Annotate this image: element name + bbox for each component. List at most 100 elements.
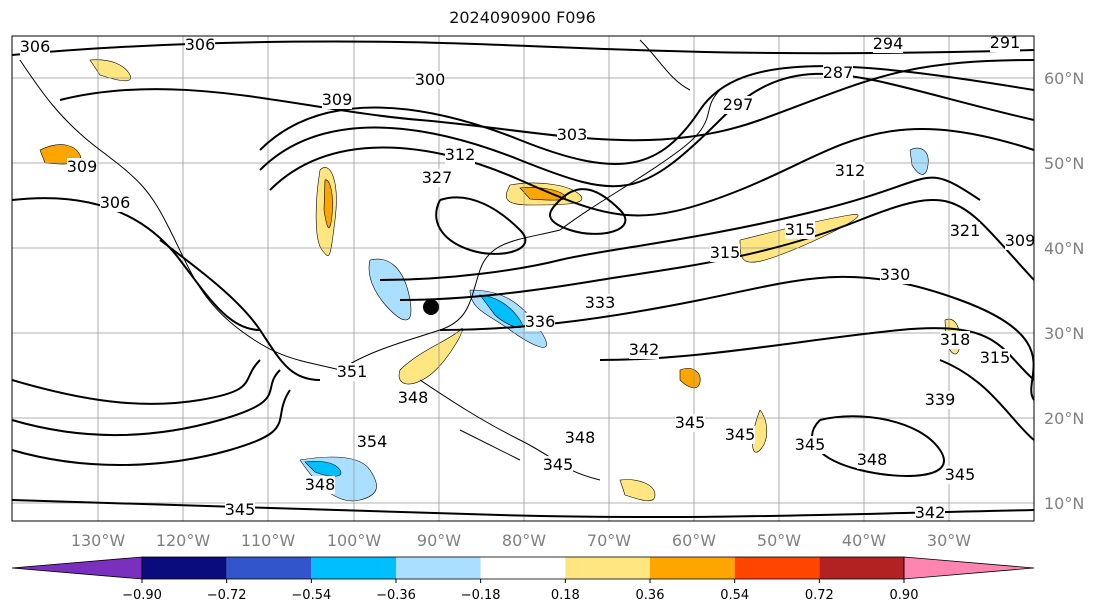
contour-label-bg xyxy=(857,451,887,469)
contour-line xyxy=(11,389,291,466)
contour-line xyxy=(379,176,981,281)
contour-label-bg xyxy=(185,36,215,54)
contour-label: 309 xyxy=(1005,231,1036,250)
contour-label: 315 xyxy=(710,243,741,262)
contour-label-bg xyxy=(880,266,910,284)
contour-label: 306 xyxy=(185,35,216,54)
contour-label: 345 xyxy=(945,465,976,484)
colorbar-label: −0.90 xyxy=(122,588,162,603)
anomaly-patch xyxy=(679,368,701,389)
contour-label: 315 xyxy=(785,220,816,239)
contour-line xyxy=(435,196,527,255)
contour-label: 348 xyxy=(565,428,596,447)
contour-line xyxy=(11,40,1035,56)
longitude-tick-label: 60°W xyxy=(672,531,716,550)
contour-line xyxy=(939,359,1035,441)
longitude-tick-label: 120°W xyxy=(156,531,211,550)
colorbar-label: −0.72 xyxy=(207,588,247,603)
contour-line xyxy=(269,128,1035,217)
coastline xyxy=(559,89,721,231)
anomaly-patch xyxy=(619,479,656,502)
coastline xyxy=(459,429,521,461)
contour-label: 297 xyxy=(723,95,754,114)
contour-label-bg xyxy=(415,71,445,89)
latitude-tick-label: 40°N xyxy=(1044,239,1084,258)
colorbar-label: −0.36 xyxy=(376,588,416,603)
contour-label-bg xyxy=(305,476,335,494)
longitude-tick-label: 30°W xyxy=(927,531,971,550)
colorbar-segment xyxy=(734,557,820,579)
longitude-tick-label: 130°W xyxy=(71,531,126,550)
map-frame xyxy=(11,35,1035,522)
contour-label-bg xyxy=(945,466,975,484)
location-marker-dot xyxy=(423,299,439,315)
contour-label: 351 xyxy=(337,362,368,381)
contour-label: 345 xyxy=(795,435,826,454)
colorbar-segment xyxy=(480,557,566,579)
contour-line xyxy=(11,499,1035,519)
contour-line xyxy=(11,369,281,436)
contour-label-bg xyxy=(543,456,573,474)
contour-label-bg xyxy=(980,349,1010,367)
contour-label-bg xyxy=(585,294,615,312)
contour-label-bg xyxy=(990,34,1020,52)
contour-line xyxy=(439,275,1035,401)
contour-label-bg xyxy=(422,169,452,187)
contour-label: 321 xyxy=(950,221,981,240)
contour-line xyxy=(159,239,321,381)
contour-label-bg xyxy=(785,221,815,239)
contour-label-bg xyxy=(873,35,903,53)
anomaly-patch xyxy=(479,294,523,328)
colorbar-label: 0.90 xyxy=(890,588,919,603)
contour-label: 312 xyxy=(835,161,866,180)
contour-label-bg xyxy=(940,331,970,349)
contour-label-bg xyxy=(835,162,865,180)
contour-label-bg xyxy=(925,391,955,409)
contour-label-bg xyxy=(725,426,755,444)
contour-label-bg xyxy=(723,96,753,114)
latitude-tick-label: 50°N xyxy=(1044,154,1084,173)
contour-label-bg xyxy=(950,222,980,240)
anomaly-patch xyxy=(323,179,333,228)
contour-label: 345 xyxy=(543,455,574,474)
latitude-tick-label: 20°N xyxy=(1044,409,1084,428)
colorbar-max-extend xyxy=(903,556,1035,580)
contour-label: 330 xyxy=(880,265,911,284)
contour-line xyxy=(11,197,261,331)
contour-label: 300 xyxy=(415,70,446,89)
contour-line xyxy=(259,72,1035,188)
contour-label: 327 xyxy=(422,168,453,187)
colorbar-min-extend xyxy=(11,556,143,580)
contour-line xyxy=(549,188,627,235)
contour-label: 333 xyxy=(585,293,616,312)
colorbar-segment xyxy=(819,557,904,579)
contour-label: 336 xyxy=(525,312,556,331)
contour-label-bg xyxy=(915,504,945,522)
contour-label-bg xyxy=(557,126,587,144)
contour-label-bg xyxy=(398,389,428,407)
anomaly-patch xyxy=(909,147,929,175)
contour-label: 309 xyxy=(322,90,353,109)
contour-label: 345 xyxy=(725,425,756,444)
colorbar-segment xyxy=(396,557,481,579)
contour-label-bg xyxy=(823,64,853,82)
contour-label: 312 xyxy=(445,145,476,164)
longitude-tick-label: 110°W xyxy=(241,531,296,550)
coastline xyxy=(639,39,691,91)
contour-label-bg xyxy=(67,158,97,176)
contour-label-bg xyxy=(445,146,475,164)
contour-label-bg xyxy=(795,436,825,454)
contour-label-bg xyxy=(100,194,130,212)
contour-label: 303 xyxy=(557,125,588,144)
longitude-tick-label: 50°W xyxy=(757,531,801,550)
longitude-tick-labels: 130°W 120°W 110°W 100°W 90°W 80°W 70°W 60°W 50°W… xyxy=(71,531,971,550)
contour-label: 345 xyxy=(675,413,706,432)
contour-label-bg xyxy=(225,501,255,519)
latitude-tick-labels: 60°N 50°N 40°N 30°N 20°N 10°N xyxy=(1044,69,1084,513)
colorbar-segment xyxy=(650,557,735,579)
contour-label-bg xyxy=(565,429,595,447)
contour-line xyxy=(11,359,261,405)
contour-label: 291 xyxy=(990,33,1021,52)
colorbar: −0.90 −0.72 −0.54 −0.36 −0.18 0.18 0.36 0.54 0.7… xyxy=(11,556,1035,603)
